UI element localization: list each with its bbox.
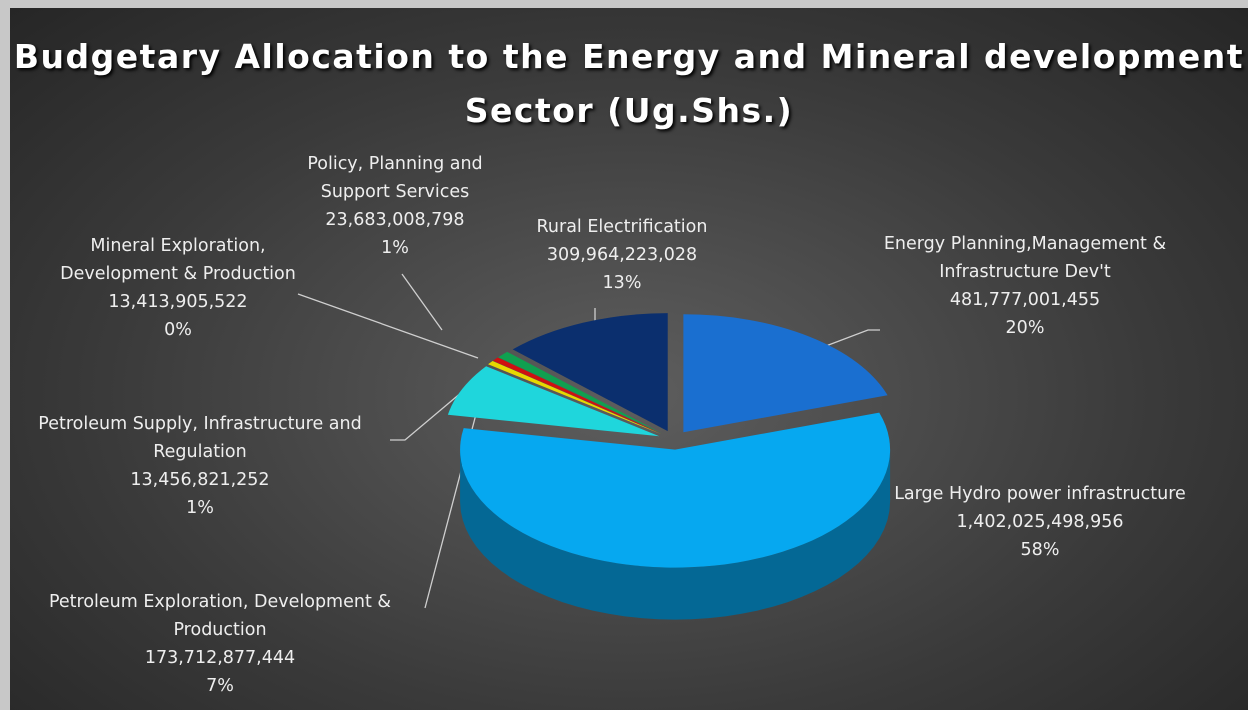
data-label: Petroleum Supply, Infrastructure and Reg… — [10, 410, 390, 522]
percent-label: 20% — [1005, 318, 1045, 338]
category-label: Mineral Exploration, Development & Produ… — [60, 236, 296, 284]
leader-line — [424, 379, 486, 609]
data-label: Large Hydro power infrastructure 1,402,02… — [870, 480, 1210, 564]
data-label: Energy Planning,Management & Infrastruct… — [860, 230, 1190, 342]
chart-title: Budgetary Allocation to the Energy and M… — [13, 37, 1245, 130]
pie-slice-side — [460, 449, 891, 620]
category-label: Large Hydro power infrastructure — [894, 484, 1186, 504]
chart: Budgetary Allocation to the Energy and M… — [10, 8, 1248, 710]
value-label: 309,964,223,028 — [546, 245, 698, 265]
pie-sides — [460, 449, 891, 620]
pie-slice — [683, 314, 888, 433]
percent-label: 7% — [206, 676, 234, 696]
pie-plot — [297, 273, 891, 620]
data-label: Petroleum Exploration, Development & Pro… — [15, 588, 425, 700]
pie-slice — [512, 313, 668, 432]
value-label: 173,712,877,444 — [144, 648, 296, 668]
pie-slice — [492, 357, 662, 434]
value-label: 481,777,001,455 — [949, 290, 1101, 310]
percent-label: 1% — [381, 238, 409, 258]
data-label: Rural Electrification 309,964,223,028 13% — [502, 213, 742, 297]
pie-slice — [460, 412, 891, 568]
category-label: Petroleum Supply, Infrastructure and Reg… — [38, 414, 362, 462]
category-label: Policy, Planning and Support Services — [307, 154, 483, 202]
pie-tops — [447, 313, 891, 568]
leader-line — [297, 293, 479, 359]
percent-label: 13% — [602, 273, 642, 293]
data-label: Policy, Planning and Support Services 23,… — [285, 150, 505, 262]
percent-label: 58% — [1020, 540, 1060, 560]
category-label: Petroleum Exploration, Development & Pro… — [48, 592, 392, 640]
value-label: 13,456,821,252 — [130, 470, 270, 490]
pie-slice — [488, 360, 662, 435]
category-label: Energy Planning,Management & Infrastruct… — [883, 234, 1167, 282]
data-label: Mineral Exploration, Development & Produ… — [43, 232, 313, 344]
value-label: 13,413,905,522 — [108, 292, 248, 312]
leader-line — [809, 329, 880, 353]
pie-slice — [498, 351, 663, 434]
value-label: 1,402,025,498,956 — [956, 512, 1124, 532]
leader-line — [390, 391, 463, 441]
percent-label: 1% — [186, 498, 214, 518]
percent-label: 0% — [164, 320, 192, 340]
leader-line — [401, 273, 443, 331]
category-label: Rural Electrification — [536, 217, 708, 237]
value-label: 23,683,008,798 — [325, 210, 465, 230]
pie-slice — [447, 366, 660, 437]
